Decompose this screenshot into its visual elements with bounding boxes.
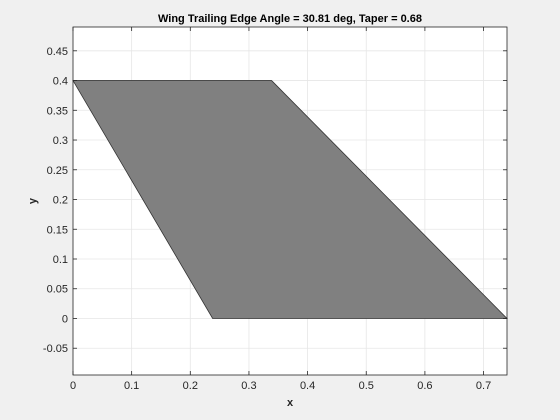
y-tick-label: 0.15 xyxy=(47,224,68,236)
x-tick-label: 0 xyxy=(70,380,76,392)
y-tick-label: 0.4 xyxy=(53,76,68,88)
x-tick-label: 0.6 xyxy=(417,380,432,392)
x-axis-ticks: 0 0.1 0.2 0.3 0.4 0.5 0.6 0.7 xyxy=(70,27,491,392)
x-tick-label: 0.1 xyxy=(124,380,139,392)
x-axis-label: x xyxy=(287,397,294,409)
y-tick-label: 0.05 xyxy=(47,284,68,296)
x-tick-label: 0.7 xyxy=(476,380,491,392)
y-axis-label: y xyxy=(27,197,39,204)
y-tick-label: 0.45 xyxy=(47,46,68,58)
y-tick-label: 0.2 xyxy=(53,195,68,207)
x-tick-label: 0.5 xyxy=(359,380,374,392)
y-tick-label: 0.25 xyxy=(47,165,68,177)
x-tick-label: 0.2 xyxy=(183,380,198,392)
y-tick-label: 0.3 xyxy=(53,135,68,147)
x-tick-label: 0.4 xyxy=(300,380,315,392)
y-tick-label: 0.35 xyxy=(47,105,68,117)
y-tick-label: 0 xyxy=(62,313,68,325)
axes-box xyxy=(72,26,508,376)
chart-title: Wing Trailing Edge Angle = 30.81 deg, Ta… xyxy=(158,13,422,25)
y-axis-ticks: -0.05 0 0.05 0.1 0.15 0.2 0.25 0.3 0.35 0.4 0.45 xyxy=(43,46,507,355)
y-tick-label: 0.1 xyxy=(53,254,68,266)
x-tick-label: 0.3 xyxy=(241,380,256,392)
y-tick-label: -0.05 xyxy=(43,343,68,355)
